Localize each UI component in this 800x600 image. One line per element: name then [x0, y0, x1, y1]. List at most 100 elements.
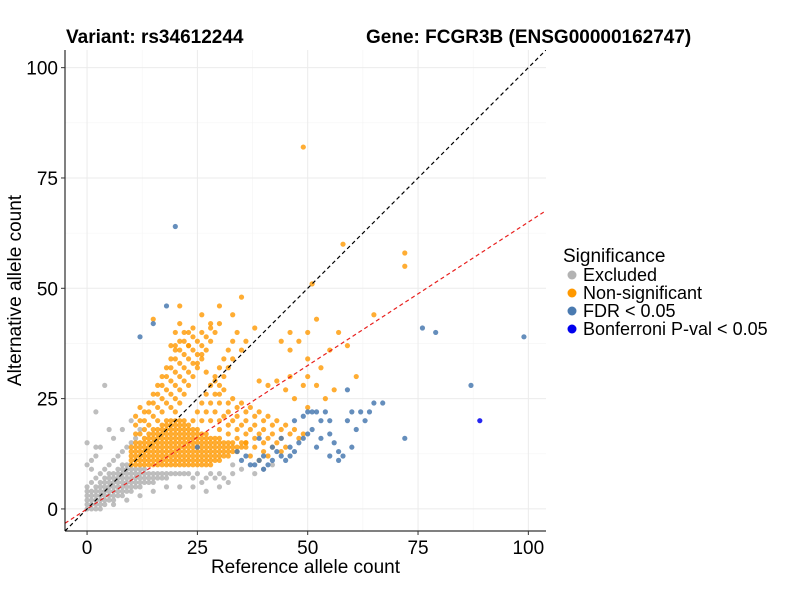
legend-label: FDR < 0.05 — [583, 301, 676, 321]
data-point — [93, 493, 99, 499]
data-point — [110, 471, 117, 477]
data-point — [212, 329, 218, 336]
data-point — [247, 426, 253, 433]
data-point — [168, 404, 174, 411]
data-point — [163, 373, 170, 380]
y-axis-title: Alternative allele count — [5, 194, 26, 386]
data-point — [88, 493, 95, 499]
data-point — [287, 431, 293, 437]
data-point — [194, 426, 200, 433]
data-point — [159, 453, 165, 459]
data-point — [252, 444, 258, 450]
data-point — [84, 501, 90, 508]
data-point — [177, 435, 183, 441]
x-ticks: 0 25 50 75 100 — [82, 531, 544, 559]
data-point — [159, 435, 165, 441]
data-point — [305, 329, 311, 336]
data-point — [110, 497, 117, 503]
data-point — [133, 413, 139, 419]
data-point — [181, 365, 187, 371]
data-point — [97, 488, 103, 494]
data-point — [106, 493, 112, 499]
data-point — [287, 444, 293, 450]
legend-key — [567, 306, 577, 316]
data-point — [181, 440, 187, 446]
data-point — [119, 479, 125, 486]
data-point — [168, 435, 174, 441]
data-point — [274, 418, 280, 424]
data-point — [163, 448, 170, 455]
data-point — [468, 382, 474, 388]
data-point — [199, 351, 205, 358]
data-point — [287, 347, 293, 353]
data-point — [141, 479, 148, 486]
data-point — [181, 457, 187, 463]
data-point — [128, 466, 134, 472]
data-point — [208, 338, 214, 344]
data-point — [216, 426, 223, 433]
data-point — [124, 497, 130, 503]
data-point — [181, 329, 187, 336]
data-point — [230, 444, 236, 450]
data-point — [159, 422, 165, 428]
data-point — [106, 488, 112, 494]
data-point — [185, 426, 192, 433]
data-point — [190, 426, 196, 433]
data-point — [177, 426, 183, 433]
data-point — [212, 373, 218, 380]
data-point — [141, 466, 148, 472]
data-point — [243, 338, 249, 344]
data-point — [221, 444, 227, 450]
data-point — [287, 453, 293, 459]
data-point — [283, 457, 289, 463]
data-point — [181, 431, 187, 437]
data-point — [208, 320, 214, 327]
data-point — [283, 387, 289, 393]
data-point — [208, 400, 214, 406]
data-point — [362, 418, 368, 424]
data-point — [168, 418, 174, 424]
data-point — [238, 466, 245, 472]
legend-title: Significance — [563, 246, 665, 267]
data-point — [216, 471, 223, 477]
data-point — [185, 382, 192, 388]
reference-lines — [65, 50, 546, 531]
data-point — [260, 426, 267, 433]
data-point — [84, 440, 90, 446]
data-point — [150, 444, 156, 450]
data-point — [252, 471, 258, 477]
data-point — [243, 440, 249, 446]
data-point — [172, 343, 178, 349]
data-point — [265, 453, 271, 459]
data-point — [194, 360, 200, 366]
data-point — [225, 448, 231, 455]
data-point — [124, 444, 130, 450]
data-point — [190, 360, 196, 366]
data-point — [115, 493, 121, 499]
data-point — [199, 312, 205, 318]
data-point — [216, 382, 223, 388]
data-point — [208, 471, 214, 477]
data-point — [119, 466, 125, 472]
data-point — [353, 426, 359, 433]
x-axis-title: Reference allele count — [211, 557, 401, 578]
data-point — [172, 409, 178, 415]
data-point — [181, 378, 187, 384]
data-point — [278, 338, 284, 344]
data-point — [216, 448, 223, 455]
data-point — [168, 356, 174, 362]
data-point — [269, 457, 276, 463]
data-point — [216, 457, 223, 463]
data-point — [146, 409, 152, 415]
data-point — [199, 448, 205, 455]
data-point — [212, 440, 218, 446]
data-point — [141, 440, 148, 446]
data-point — [106, 462, 112, 468]
data-point — [150, 471, 156, 477]
data-point — [190, 435, 196, 441]
data-point — [221, 453, 227, 459]
data-point — [185, 343, 192, 349]
data-point — [203, 462, 209, 468]
data-point — [194, 431, 200, 437]
data-point — [93, 409, 99, 415]
